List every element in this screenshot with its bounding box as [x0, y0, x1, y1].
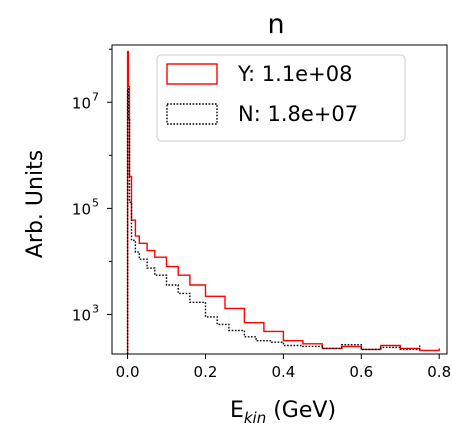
x-tick-label-5: 0.8 — [427, 363, 451, 381]
series-line-2 — [126, 88, 421, 354]
x-tick-label-1: 0.0 — [116, 363, 140, 381]
y-tick-label-2: 10 — [72, 200, 91, 218]
x-axis-label-unit: (GeV) — [266, 398, 336, 423]
chart-title: n — [267, 9, 284, 40]
legend-label-2: N: 1.8e+07 — [238, 102, 358, 126]
legend-label-1: Y: 1.1e+08 — [237, 62, 352, 86]
y-tick-label-exponent-2: 5 — [92, 196, 99, 209]
y-tick-label-3: 10 — [72, 94, 91, 112]
svg-text:Arb. Units: Arb. Units — [23, 150, 48, 258]
plot-frame — [111, 44, 448, 355]
x-tick-label-3: 0.4 — [271, 363, 295, 381]
series-line-1 — [126, 50, 440, 354]
y-axis-label: Arb. Units — [23, 150, 48, 258]
y-tick-label-exponent-1: 3 — [92, 302, 99, 315]
x-axis-label: Ekin (GeV) — [230, 398, 336, 427]
x-tick-label-2: 0.2 — [194, 363, 218, 381]
x-axis-label-subscript: kin — [244, 409, 266, 427]
x-axis-label-main: E — [230, 398, 244, 423]
y-tick-label-exponent-3: 7 — [92, 90, 99, 103]
x-tick-label-4: 0.6 — [349, 363, 373, 381]
y-tick-label-1: 10 — [72, 306, 91, 324]
legend-swatch-1 — [166, 63, 218, 85]
legend-box — [156, 54, 406, 142]
